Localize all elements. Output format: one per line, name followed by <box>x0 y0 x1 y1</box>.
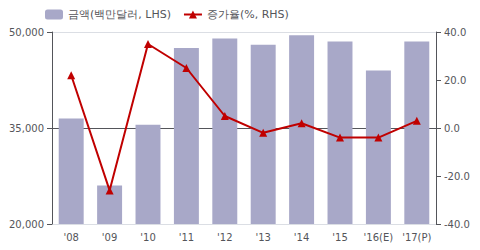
svg-text:'14: '14 <box>294 232 309 243</box>
svg-text:'17(P): '17(P) <box>402 232 431 243</box>
svg-text:'08: '08 <box>63 232 78 243</box>
svg-text:'11: '11 <box>179 232 194 243</box>
svg-text:금액(백만달러, LHS): 금액(백만달러, LHS) <box>68 8 171 21</box>
svg-text:'15: '15 <box>332 232 347 243</box>
svg-text:20,000: 20,000 <box>9 219 44 230</box>
svg-text:-40.0: -40.0 <box>444 219 470 230</box>
svg-text:'10: '10 <box>140 232 155 243</box>
svg-text:'13: '13 <box>255 232 270 243</box>
svg-text:'16(E): '16(E) <box>364 232 394 243</box>
svg-text:35,000: 35,000 <box>9 123 44 134</box>
svg-text:-20.0: -20.0 <box>444 171 470 182</box>
svg-text:0.0: 0.0 <box>444 123 460 134</box>
svg-text:20.0: 20.0 <box>444 75 466 86</box>
svg-text:40.0: 40.0 <box>444 27 466 38</box>
svg-text:50,000: 50,000 <box>9 27 44 38</box>
svg-text:'09: '09 <box>102 232 117 243</box>
svg-text:증가율(%, RHS): 증가율(%, RHS) <box>207 8 289 21</box>
svg-text:'12: '12 <box>217 232 232 243</box>
